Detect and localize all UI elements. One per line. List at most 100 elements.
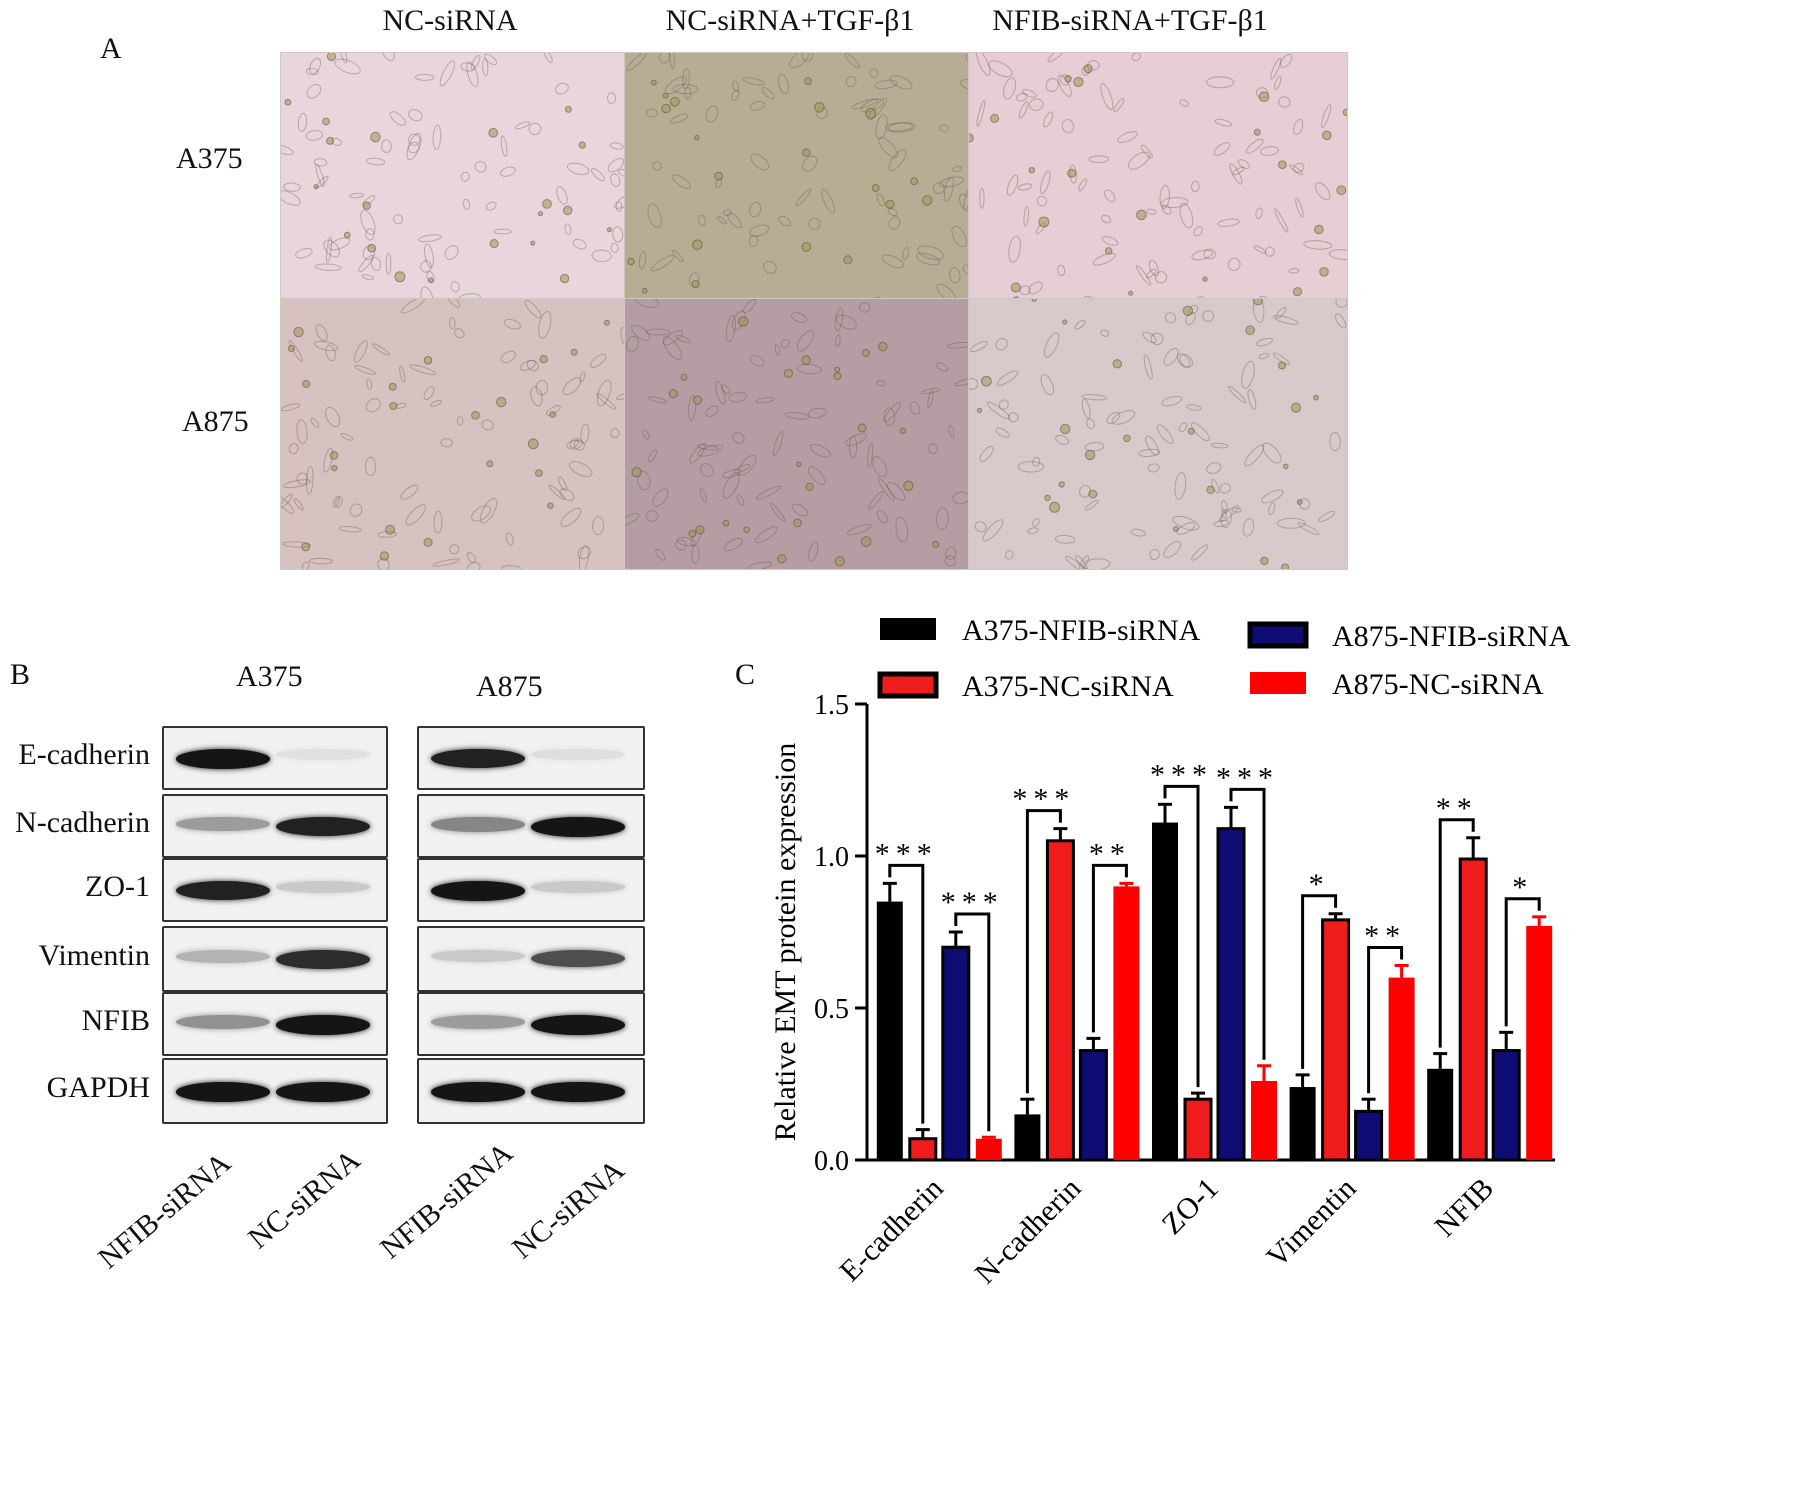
blot-row-a375-gapdh bbox=[162, 1058, 388, 1124]
column-header-2: NFIB-siRNA+TGF-β1 bbox=[992, 4, 1268, 37]
band-lane-1 bbox=[176, 749, 270, 769]
y-tick-label: 1.5 bbox=[814, 690, 849, 721]
bar-chart: 0.0 0.5 1.0 1.5 Relative EMT protein express… bbox=[769, 614, 1571, 1291]
micrograph-a875-1 bbox=[624, 298, 1004, 570]
legend-swatch-a375-nfib-sirna bbox=[880, 618, 936, 640]
blot-row-a875-gapdh bbox=[417, 1058, 645, 1124]
band-lane-1 bbox=[431, 1082, 525, 1102]
bar-a375-nfib-sirna-vimentin bbox=[1289, 1087, 1316, 1160]
band-lane-2 bbox=[276, 1082, 370, 1102]
blot-row-a375-nfib bbox=[162, 992, 388, 1056]
significance-label: *** bbox=[941, 886, 1004, 919]
y-tick-label: 1.0 bbox=[814, 842, 849, 873]
micrograph-a875-0 bbox=[280, 298, 660, 570]
significance-bracket bbox=[1025, 809, 1062, 1094]
bar-a375-nc-sirna-vimentin bbox=[1321, 918, 1351, 1162]
panel-b-letter: B bbox=[10, 658, 31, 691]
bar-a875-nfib-sirna-n-cadherin bbox=[1078, 1049, 1108, 1162]
band-lane-1 bbox=[176, 950, 270, 963]
bar-a875-nc-sirna-n-cadherin bbox=[1113, 886, 1140, 1160]
band-lane-2 bbox=[276, 950, 370, 969]
protein-label-n-cadherin: N-cadherin bbox=[15, 806, 150, 839]
band-lane-2 bbox=[276, 749, 370, 760]
band-lane-1 bbox=[431, 1015, 525, 1029]
column-header-1: NC-siRNA+TGF-β1 bbox=[665, 4, 915, 37]
band-lane-1 bbox=[431, 749, 525, 768]
significance-label: * bbox=[1512, 871, 1533, 904]
protein-label-nfib: NFIB bbox=[81, 1004, 150, 1037]
bar-a375-nc-sirna-nfib bbox=[1458, 857, 1488, 1162]
bar-a375-nfib-sirna-e-cadherin bbox=[876, 901, 903, 1160]
significance-label: *** bbox=[1012, 783, 1075, 816]
legend-label-a375-nc-sirna: A375-NC-siRNA bbox=[962, 670, 1174, 703]
blot-row-a875-e-cadherin bbox=[417, 726, 645, 790]
blot-row-a875-vimentin bbox=[417, 926, 645, 992]
protein-label-gapdh: GAPDH bbox=[46, 1071, 150, 1104]
column-header-0: NC-siRNA bbox=[382, 4, 518, 37]
bar-a375-nc-sirna-n-cadherin bbox=[1045, 839, 1075, 1162]
protein-label-vimentin: Vimentin bbox=[38, 939, 150, 972]
band-lane-1 bbox=[431, 817, 525, 832]
band-lane-2 bbox=[531, 881, 625, 893]
significance-bracket bbox=[1163, 784, 1200, 1088]
significance-bracket bbox=[1438, 818, 1475, 1048]
category-label-vimentin: Vimentin bbox=[1260, 1172, 1362, 1274]
blot-row-a375-vimentin bbox=[162, 926, 388, 992]
significance-bracket bbox=[1229, 787, 1266, 1060]
category-label-n-cadherin: N-cadherin bbox=[969, 1172, 1088, 1291]
band-lane-1 bbox=[176, 817, 270, 831]
band-lane-1 bbox=[176, 1015, 270, 1029]
lane-label-nc-sirna: NC-siRNA bbox=[242, 1143, 367, 1256]
y-tick-label: 0.5 bbox=[814, 994, 849, 1025]
micrograph-a375-1 bbox=[624, 52, 1004, 324]
significance-label: *** bbox=[1150, 758, 1213, 791]
bar-a375-nfib-sirna-n-cadherin bbox=[1014, 1114, 1041, 1160]
band-lane-2 bbox=[531, 1082, 625, 1102]
y-axis-label: Relative EMT protein expression bbox=[769, 743, 802, 1142]
significance-bracket bbox=[1367, 945, 1404, 1094]
lane-label-nfib-sirna: NFIB-siRNA bbox=[374, 1136, 520, 1266]
protein-label-e-cadherin: E-cadherin bbox=[18, 738, 150, 771]
row-label-a875: A875 bbox=[182, 405, 249, 438]
band-lane-2 bbox=[276, 817, 370, 836]
band-lane-1 bbox=[431, 950, 525, 962]
blot-row-a375-zo-1 bbox=[162, 858, 388, 922]
band-lane-2 bbox=[276, 1015, 370, 1035]
bar-a375-nfib-sirna-nfib bbox=[1427, 1068, 1454, 1160]
band-lane-2 bbox=[531, 817, 625, 837]
bar-a375-nc-sirna-zo-1 bbox=[1183, 1097, 1213, 1162]
significance-label: *** bbox=[875, 837, 938, 870]
significance-bracket bbox=[1504, 897, 1541, 1027]
bar-a875-nfib-sirna-zo-1 bbox=[1216, 827, 1246, 1162]
bar-a875-nc-sirna-vimentin bbox=[1388, 977, 1415, 1160]
lane-label-nc-sirna: NC-siRNA bbox=[506, 1153, 631, 1266]
row-label-a375: A375 bbox=[176, 142, 243, 175]
significance-label: ** bbox=[1436, 792, 1478, 825]
legend-swatch-a375-nc-sirna bbox=[877, 671, 939, 699]
significance-bracket bbox=[888, 863, 925, 1124]
band-lane-2 bbox=[531, 950, 625, 967]
legend-label-a875-nfib-sirna: A875-NFIB-siRNA bbox=[1332, 620, 1571, 653]
significance-label: ** bbox=[1364, 919, 1406, 952]
blot-row-a875-n-cadherin bbox=[417, 794, 645, 858]
category-label-nfib: NFIB bbox=[1428, 1172, 1500, 1244]
micrograph-a875-2 bbox=[968, 298, 1348, 570]
legend-swatch-a875-nc-sirna bbox=[1250, 672, 1306, 694]
bar-a875-nc-sirna-nfib bbox=[1526, 925, 1553, 1160]
significance-bracket bbox=[1091, 863, 1128, 1033]
bar-a375-nc-sirna-e-cadherin bbox=[908, 1137, 938, 1162]
bar-a875-nfib-sirna-e-cadherin bbox=[941, 945, 971, 1162]
legend-label-a875-nc-sirna: A875-NC-siRNA bbox=[1332, 668, 1544, 701]
significance-label: ** bbox=[1089, 837, 1131, 870]
panel-c-letter: C bbox=[735, 658, 756, 691]
band-lane-2 bbox=[276, 881, 370, 893]
bar-a875-nc-sirna-e-cadherin bbox=[975, 1138, 1002, 1160]
band-lane-1 bbox=[176, 881, 270, 900]
blot-row-a375-n-cadherin bbox=[162, 794, 388, 858]
band-lane-1 bbox=[431, 881, 525, 901]
panel-a-letter: A bbox=[100, 32, 122, 65]
significance-bracket bbox=[954, 912, 991, 1132]
y-tick-label: 0.0 bbox=[814, 1146, 849, 1177]
category-label-e-cadherin: E-cadherin bbox=[833, 1172, 949, 1288]
band-lane-1 bbox=[176, 1082, 270, 1102]
